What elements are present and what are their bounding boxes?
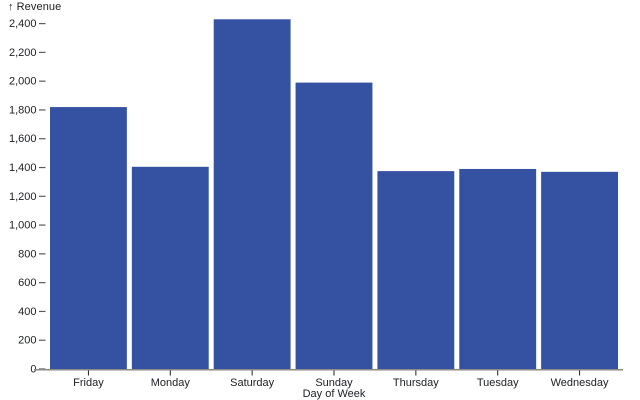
- y-tick-label: 1,000: [9, 220, 37, 232]
- y-tick-label: 400: [18, 306, 36, 318]
- up-arrow-icon: ↑: [8, 1, 14, 13]
- y-axis-title-text: Revenue: [16, 1, 62, 13]
- y-tick-label: 2,200: [9, 47, 37, 59]
- x-tick-label: Monday: [151, 377, 191, 389]
- bar-saturday: [213, 19, 291, 369]
- y-tick-label: 1,400: [9, 162, 37, 174]
- bar-sunday: [295, 82, 373, 369]
- y-tick-label: 600: [18, 277, 36, 289]
- y-tick-label: 2,400: [9, 18, 37, 30]
- y-tick-label: 200: [18, 335, 36, 347]
- bar-tuesday: [459, 168, 537, 369]
- y-tick-label: 1,200: [9, 191, 37, 203]
- y-tick-label: 2,000: [9, 76, 37, 88]
- x-tick-label: Saturday: [230, 377, 275, 389]
- y-tick-label: 1,800: [9, 104, 37, 116]
- x-tick-label: Friday: [73, 377, 104, 389]
- y-axis-title: ↑ Revenue: [8, 1, 61, 13]
- bar-thursday: [377, 171, 455, 369]
- x-tick-label: Thursday: [393, 377, 439, 389]
- bar-wednesday: [541, 171, 618, 369]
- bar-monday: [131, 166, 209, 369]
- x-tick-label: Tuesday: [477, 377, 519, 389]
- y-tick-label: 800: [18, 248, 36, 260]
- x-tick-label: Wednesday: [551, 377, 609, 389]
- x-axis-title: Day of Week: [303, 388, 366, 400]
- x-tick-label: Sunday: [315, 377, 353, 389]
- y-tick-label: 0: [30, 364, 36, 376]
- y-tick-label: 1,600: [9, 133, 37, 145]
- bar-friday: [50, 107, 127, 370]
